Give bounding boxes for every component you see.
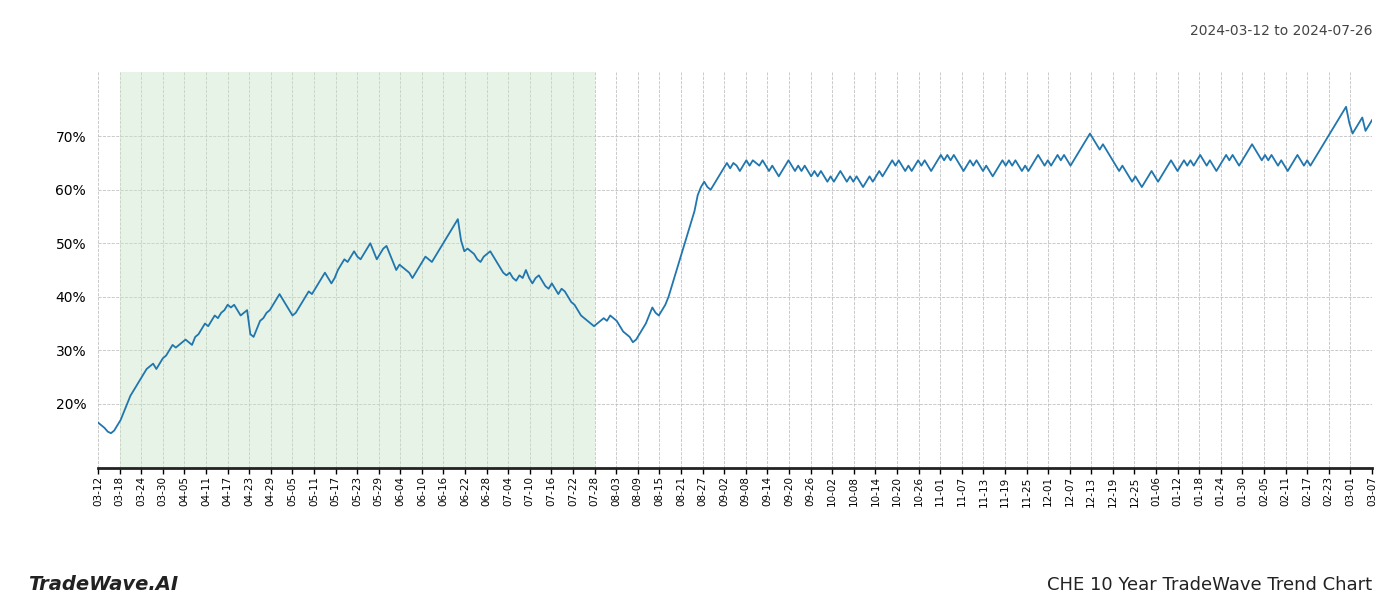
Text: TradeWave.AI: TradeWave.AI (28, 575, 178, 594)
Bar (119, 72, 595, 468)
Text: CHE 10 Year TradeWave Trend Chart: CHE 10 Year TradeWave Trend Chart (1047, 576, 1372, 594)
Text: 2024-03-12 to 2024-07-26: 2024-03-12 to 2024-07-26 (1190, 24, 1372, 38)
